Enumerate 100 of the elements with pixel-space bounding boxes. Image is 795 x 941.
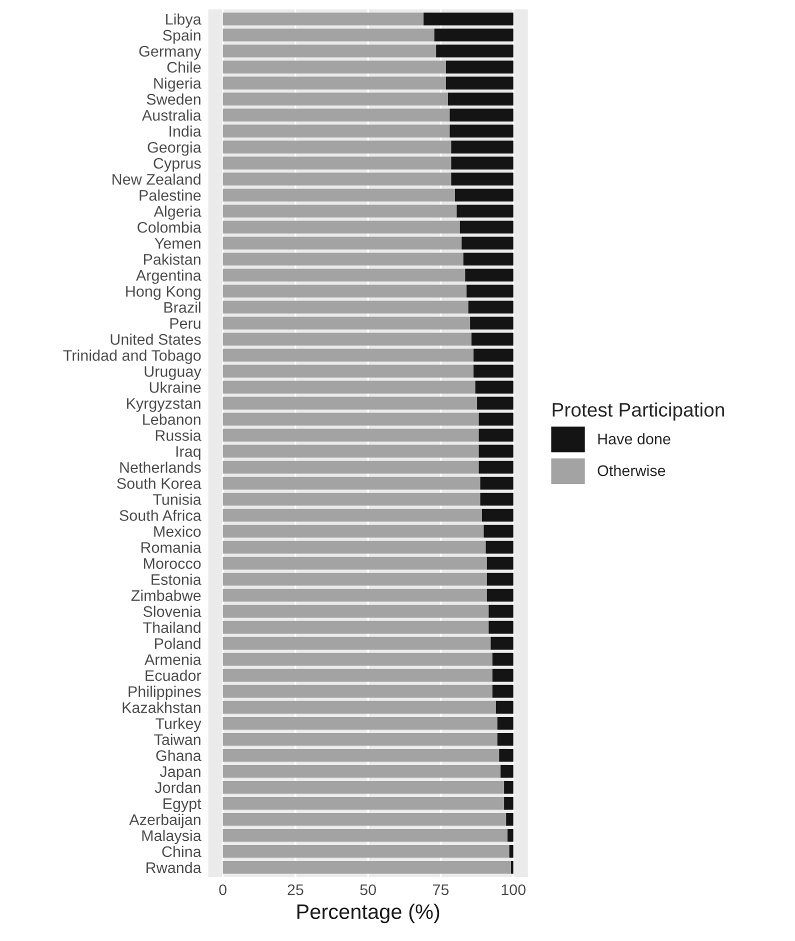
bar (222, 236, 462, 250)
bar (222, 396, 478, 410)
y-tick-label: Philippines (128, 686, 201, 700)
bar (222, 524, 484, 538)
bar (222, 460, 479, 474)
y-tick-label: Kazakhstan (122, 702, 200, 714)
y-tick-label: Libya (166, 13, 202, 28)
bar (222, 380, 476, 394)
bar (222, 748, 500, 762)
y-tick-label: Taiwan (154, 734, 200, 746)
y-tick-label: Thailand (143, 622, 200, 633)
bar (222, 140, 452, 154)
legend-title: Protest Participation (552, 402, 724, 421)
bar (222, 556, 487, 570)
bar (222, 300, 468, 314)
bar (484, 524, 514, 538)
y-tick-label: Hong Kong (126, 286, 200, 300)
bar (450, 108, 514, 122)
y-tick-label: Armenia (144, 654, 202, 665)
bar (222, 764, 501, 778)
bar (222, 156, 452, 170)
bar (222, 508, 482, 522)
y-tick-label: United States (110, 334, 201, 345)
y-tick-label: Cyprus (154, 158, 201, 172)
bar (478, 444, 514, 458)
legend-label: Have done (598, 433, 670, 444)
bar (222, 844, 510, 858)
bar (460, 220, 514, 234)
bar (222, 620, 489, 634)
bar (222, 572, 487, 586)
y-tick-label: Trinidad and Tobago (63, 350, 201, 364)
bar (504, 780, 514, 794)
bar (446, 76, 514, 90)
bar (222, 684, 492, 698)
bar (450, 124, 514, 138)
y-tick-label: South Korea (117, 478, 202, 489)
bar (504, 796, 514, 810)
bar (482, 508, 514, 522)
bar (475, 380, 514, 394)
bar (222, 796, 504, 810)
y-tick-label: Argentina (136, 270, 202, 284)
bar (446, 60, 514, 74)
bar (486, 588, 514, 602)
y-tick-label: Estonia (152, 574, 202, 585)
x-tick-label: 75 (433, 884, 449, 896)
bar (451, 156, 514, 170)
y-tick-label: Spain (162, 29, 200, 44)
bar (478, 428, 514, 442)
y-tick-label: Azerbaijan (129, 814, 200, 828)
y-tick-label: Mexico (154, 526, 201, 537)
x-tick-label: 50 (360, 884, 376, 896)
y-tick-label: Ukraine (150, 382, 201, 393)
bar (222, 812, 506, 826)
bar (490, 636, 514, 650)
y-tick-label: Ecuador (146, 670, 202, 682)
y-tick-label: Ghana (156, 750, 202, 762)
x-tick-label: 0 (219, 884, 226, 896)
bar (222, 220, 460, 234)
bar (451, 172, 514, 186)
bar (222, 700, 496, 714)
bar (222, 316, 470, 330)
bar (222, 92, 448, 106)
y-tick-label: Algeria (154, 206, 202, 220)
y-tick-label: Tunisia (153, 494, 202, 505)
y-tick-label: Jordan (154, 782, 200, 794)
bar (448, 92, 514, 106)
bar (456, 204, 514, 218)
bar (496, 700, 514, 714)
bar (463, 252, 514, 266)
bar (222, 588, 487, 602)
bar (486, 572, 514, 586)
bar (499, 748, 514, 762)
bar (222, 284, 467, 298)
y-tick-label: Lebanon (143, 414, 200, 425)
bar (222, 861, 512, 874)
bar (222, 364, 474, 378)
y-tick-label: Colombia (138, 222, 202, 233)
y-tick-label: Rwanda (146, 862, 202, 874)
y-tick-label: Netherlands (120, 462, 201, 473)
y-tick-label: Palestine (140, 190, 201, 201)
bar (424, 12, 514, 26)
y-tick-label: Australia (142, 110, 202, 121)
bar (466, 284, 514, 298)
bar (488, 620, 514, 634)
bar (509, 844, 514, 858)
bar (497, 716, 514, 730)
bar (468, 300, 514, 314)
legend-label: Otherwise (598, 464, 666, 476)
y-tick-label: Zimbabwe (131, 590, 201, 601)
bar (222, 540, 486, 554)
y-tick-label: Chile (167, 62, 201, 73)
bar (222, 108, 450, 122)
y-tick-label: Romania (141, 542, 202, 553)
bar (222, 652, 492, 666)
bar (477, 396, 514, 410)
y-tick-label: China (162, 846, 202, 858)
bar (506, 812, 514, 826)
bar (222, 636, 491, 650)
bar (222, 828, 508, 842)
x-tick-label: 25 (288, 884, 304, 896)
